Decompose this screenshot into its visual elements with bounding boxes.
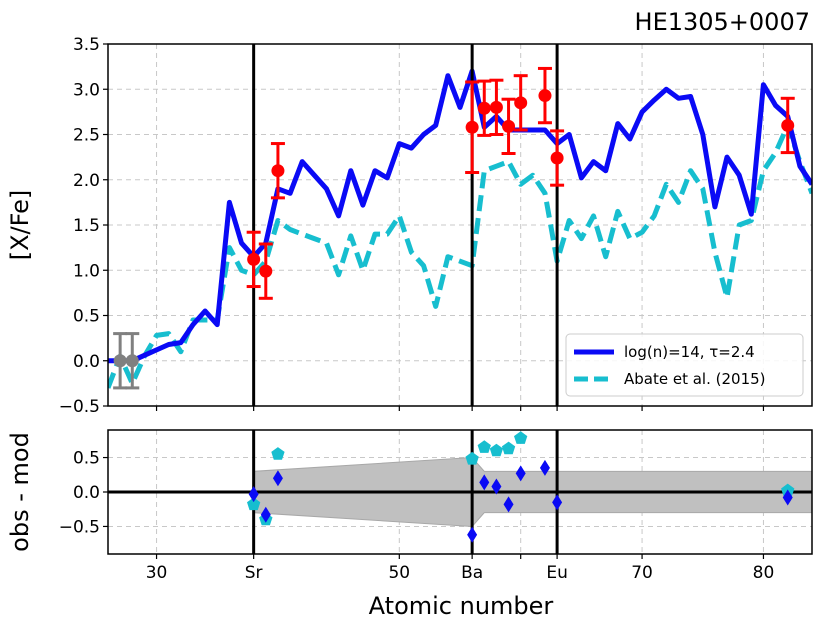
observed-point xyxy=(489,100,503,114)
observed-point xyxy=(259,264,273,278)
observed-point xyxy=(271,164,285,178)
top-y-tick-label: 2.0 xyxy=(73,171,100,191)
legend-label-model: log(n)=14, τ=2.4 xyxy=(624,343,755,361)
x-tick-label: 30 xyxy=(146,563,168,583)
residual-model-point xyxy=(260,506,271,523)
observed-point xyxy=(247,252,261,266)
residual-abate-point xyxy=(477,440,491,453)
series-line-1 xyxy=(108,122,812,389)
legend-box xyxy=(565,333,804,397)
x-axis-label: Atomic number xyxy=(369,592,554,620)
model-lines xyxy=(108,68,812,389)
residual-model-point xyxy=(248,486,259,503)
axis-ticks: 30 Sr 50 Ba Eu 70 80 −0.5 0.0 0.5 1.0 1.5 2.0 2.5 3.0 3… xyxy=(59,35,775,583)
x-tick-label: Ba xyxy=(461,563,483,583)
residual-model-point xyxy=(552,494,563,511)
uncertainty-band xyxy=(108,457,813,527)
bottom-y-tick-label: 0.5 xyxy=(73,449,100,469)
residual-model-point xyxy=(539,459,550,476)
residual-model-point xyxy=(782,489,793,506)
residual-model-point xyxy=(479,474,490,491)
observed-point xyxy=(550,151,564,165)
residual-model-point xyxy=(467,526,478,543)
residual-abate-point xyxy=(465,451,479,465)
top-y-tick-label: 0.5 xyxy=(73,307,100,327)
observed-point xyxy=(125,354,139,368)
top-y-tick-label: 2.5 xyxy=(73,126,100,146)
observed-points xyxy=(113,66,795,390)
x-tick-label: Eu xyxy=(546,563,568,583)
x-tick-label: Sr xyxy=(245,563,263,583)
bottom-y-axis-label: obs - mod xyxy=(6,432,34,552)
legend: log(n)=14, τ=2.4 Abate et al. (2015) xyxy=(565,333,804,397)
residual-model-point xyxy=(491,478,502,495)
observed-point xyxy=(781,118,795,132)
observed-point xyxy=(538,89,552,103)
x-tick-label: 70 xyxy=(631,563,653,583)
x-tick-label: 50 xyxy=(388,563,410,583)
chart-title: HE1305+0007 xyxy=(635,8,810,36)
bottom-y-tick-label: 0.0 xyxy=(73,483,100,503)
residual-abate-point xyxy=(514,431,528,444)
top-y-tick-label: 1.0 xyxy=(73,261,100,281)
top-y-axis-label: [X/Fe] xyxy=(6,190,34,261)
series-line-0 xyxy=(108,68,812,364)
residual-model-point xyxy=(272,470,283,487)
observed-point xyxy=(514,96,528,110)
top-y-tick-label: 1.5 xyxy=(73,216,100,236)
observed-point xyxy=(465,120,479,134)
residual-points xyxy=(247,431,795,543)
top-y-tick-label: 0.0 xyxy=(73,352,100,372)
observed-point xyxy=(113,354,127,368)
legend-label-abate: Abate et al. (2015) xyxy=(624,370,766,388)
observed-point xyxy=(502,119,516,133)
bottom-y-tick-label: −0.5 xyxy=(59,517,100,537)
residual-abate-point xyxy=(271,447,285,460)
residual-model-point xyxy=(503,496,514,513)
x-tick-label: 80 xyxy=(753,563,775,583)
residual-abate-point xyxy=(247,497,261,511)
observed-point xyxy=(477,101,491,115)
residual-model-point xyxy=(515,465,526,482)
residual-abate-point xyxy=(489,443,504,457)
top-y-tick-label: 3.5 xyxy=(73,35,100,55)
top-y-tick-label: −0.5 xyxy=(59,397,100,417)
residual-abate-point xyxy=(501,441,516,455)
top-y-tick-label: 3.0 xyxy=(73,80,100,100)
